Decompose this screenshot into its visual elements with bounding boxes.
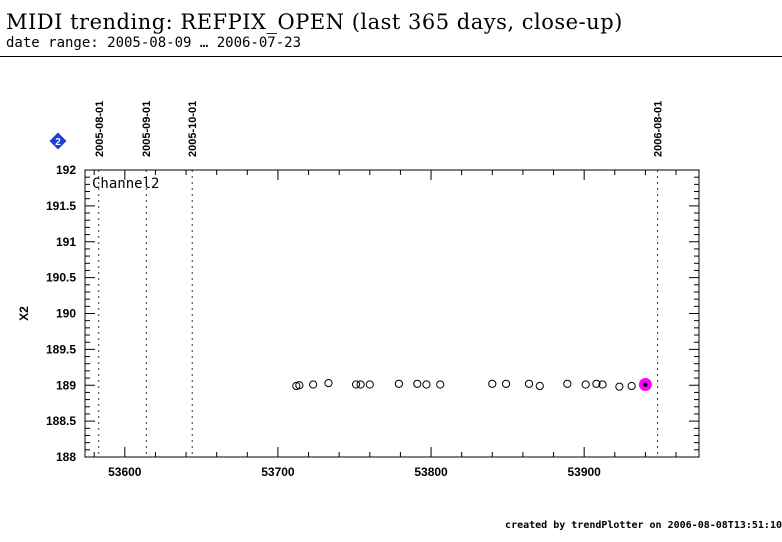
x-tick-label: 53900	[567, 465, 601, 479]
data-point	[292, 381, 301, 391]
data-point	[351, 380, 361, 389]
data-point	[501, 379, 511, 388]
date-marker-label: 2005-10-01	[187, 101, 199, 157]
data-point	[598, 380, 607, 389]
x-tick-label: 53600	[108, 465, 142, 479]
date-marker-label: 2006-08-01	[653, 101, 665, 157]
data-point	[535, 381, 544, 391]
x-tick-label: 53700	[261, 465, 295, 479]
y-axis-label: X2	[17, 306, 31, 321]
data-point	[436, 380, 445, 389]
date-marker-label: 2005-09-01	[141, 101, 153, 157]
y-tick-label: 189	[56, 378, 76, 392]
data-point	[365, 380, 374, 389]
data-point	[627, 381, 636, 391]
data-point	[394, 379, 403, 388]
plot-frame	[84, 169, 700, 458]
y-tick-label: 190.5	[46, 271, 76, 285]
y-tick-label: 188.5	[46, 414, 76, 428]
highlight-point-core	[643, 382, 648, 387]
y-tick-label: 189.5	[46, 342, 76, 356]
data-point	[422, 380, 431, 389]
data-point	[488, 379, 497, 388]
data-point	[324, 378, 333, 388]
date-range-subtitle: date range: 2005-08-09 … 2006-07-23	[6, 35, 302, 51]
y-tick-label: 190	[56, 307, 76, 321]
data-point	[413, 379, 422, 388]
footer-credit: created by trendPlotter on 2006-08-08T13…	[505, 520, 782, 531]
y-tick-label: 191.5	[46, 199, 76, 213]
header-divider	[0, 56, 782, 57]
data-points	[292, 378, 652, 392]
data-point	[356, 380, 365, 389]
x-tick-label: 53800	[414, 465, 448, 479]
data-point	[563, 379, 572, 388]
y-tick-label: 191	[56, 235, 76, 249]
y-axis: 188 188.5 189 189.5 190 190.5 191 191.5 192	[46, 163, 699, 464]
date-marker-lines	[98, 170, 659, 457]
marker-badge-text: 2	[55, 137, 61, 148]
page-title: MIDI trending: REFPIX_OPEN (last 365 day…	[6, 10, 623, 34]
data-point	[592, 379, 601, 388]
marker-badge-icon: 2	[49, 132, 67, 150]
data-point	[295, 381, 304, 390]
date-marker-label: 2005-08-01	[94, 101, 106, 157]
date-marker-labels: 2005-08-01 2005-09-01 2005-10-01 2006-08-01	[94, 101, 665, 157]
y-tick-label: 192	[56, 163, 76, 177]
data-point	[581, 380, 590, 389]
x-axis: 53600 53700 53800 53900	[93, 170, 677, 479]
data-point	[615, 382, 624, 391]
panel-label: Channel2	[92, 176, 159, 192]
data-point	[309, 380, 318, 389]
y-tick-label: 188	[56, 450, 76, 464]
data-point	[524, 379, 534, 388]
